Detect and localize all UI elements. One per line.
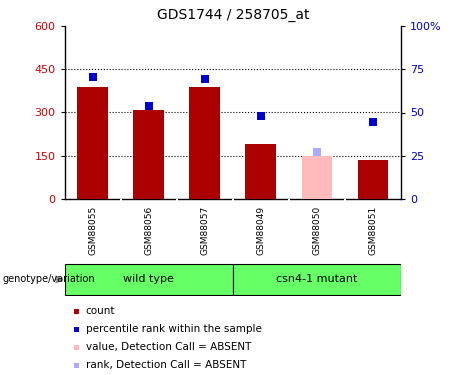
Text: count: count: [86, 306, 115, 316]
Text: GSM88055: GSM88055: [88, 206, 97, 255]
Text: GSM88051: GSM88051: [368, 206, 378, 255]
Text: GSM88049: GSM88049: [256, 206, 266, 255]
Bar: [133, 110, 164, 199]
Text: csn4-1 mutant: csn4-1 mutant: [276, 274, 358, 284]
Text: genotype/variation: genotype/variation: [2, 274, 95, 284]
Bar: [65, 264, 233, 295]
Text: GSM88050: GSM88050: [313, 206, 321, 255]
Bar: [77, 87, 108, 199]
Bar: [189, 87, 220, 199]
Title: GDS1744 / 258705_at: GDS1744 / 258705_at: [157, 9, 309, 22]
Text: GSM88056: GSM88056: [144, 206, 153, 255]
Text: wild type: wild type: [123, 274, 174, 284]
Text: percentile rank within the sample: percentile rank within the sample: [86, 324, 261, 334]
Text: GSM88057: GSM88057: [200, 206, 209, 255]
Text: rank, Detection Call = ABSENT: rank, Detection Call = ABSENT: [86, 360, 246, 370]
Bar: [301, 156, 332, 199]
Bar: [358, 160, 389, 199]
Text: value, Detection Call = ABSENT: value, Detection Call = ABSENT: [86, 342, 251, 352]
Bar: [245, 144, 276, 199]
Bar: [233, 264, 401, 295]
